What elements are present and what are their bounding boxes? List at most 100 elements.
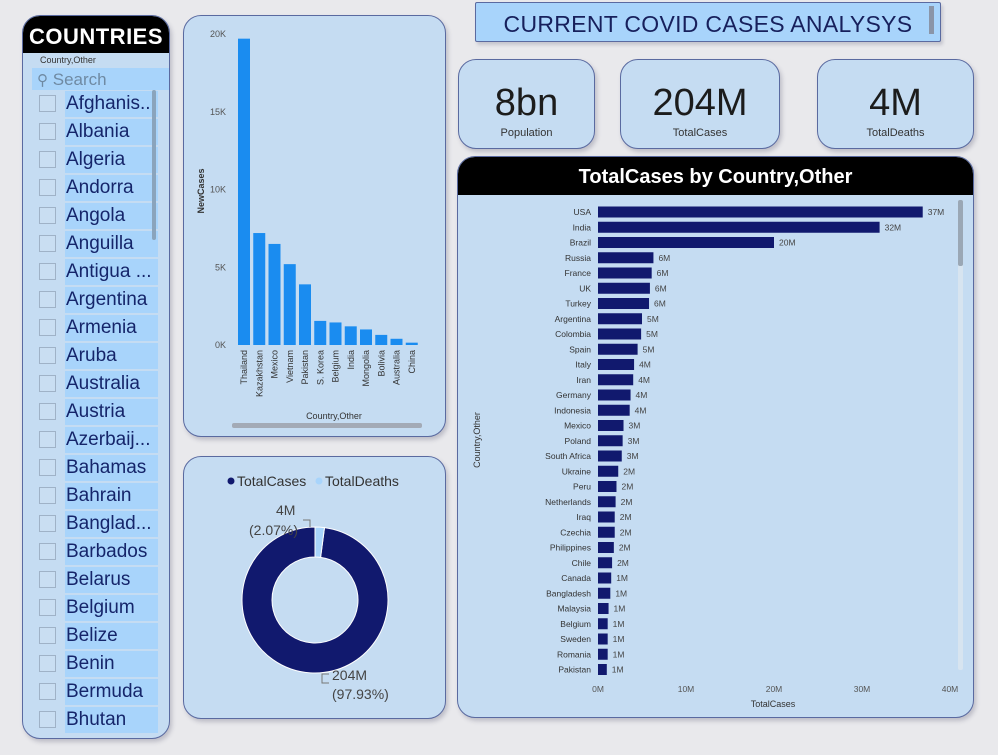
totalcases-bar[interactable] bbox=[598, 420, 624, 431]
newcases-bar[interactable] bbox=[390, 338, 403, 345]
slicer-checkbox[interactable] bbox=[39, 151, 56, 168]
totalcases-bar[interactable] bbox=[598, 359, 635, 370]
totalcases-bar[interactable] bbox=[598, 404, 630, 416]
slicer-item[interactable]: Bahamas bbox=[23, 455, 169, 481]
slicer-checkbox[interactable] bbox=[39, 347, 56, 364]
slicer-checkbox[interactable] bbox=[39, 655, 56, 672]
totalcases-bar[interactable] bbox=[598, 572, 612, 584]
slicer-checkbox[interactable] bbox=[39, 319, 56, 336]
slicer-checkbox[interactable] bbox=[39, 403, 56, 420]
newcases-bar[interactable] bbox=[253, 233, 266, 345]
legend-label[interactable]: TotalDeaths bbox=[325, 473, 399, 489]
totalcases-bar[interactable] bbox=[598, 252, 654, 264]
newcases-chart-panel[interactable]: 0K 5K 10K 15K 20K NewCases Thailand Kazakhstan M… bbox=[183, 15, 446, 437]
newcases-bar[interactable] bbox=[299, 284, 311, 345]
slicer-checkbox[interactable] bbox=[39, 711, 56, 728]
newcases-bar[interactable] bbox=[360, 329, 372, 345]
totalcases-scroll-track[interactable] bbox=[958, 200, 963, 670]
newcases-bar[interactable] bbox=[268, 243, 281, 345]
slicer-checkbox[interactable] bbox=[39, 683, 56, 700]
totalcases-bar[interactable] bbox=[598, 298, 650, 309]
totalcases-bar[interactable] bbox=[598, 587, 611, 599]
totalcases-bar[interactable] bbox=[598, 374, 634, 386]
totalcases-bar[interactable] bbox=[598, 664, 607, 675]
totalcases-card[interactable]: 204M TotalCases bbox=[620, 59, 780, 149]
slicer-item[interactable]: Aruba bbox=[23, 343, 169, 369]
totalcases-bar[interactable] bbox=[598, 450, 622, 462]
totaldeaths-slice[interactable] bbox=[314, 526, 326, 558]
totalcases-scroll-thumb[interactable] bbox=[958, 200, 963, 266]
slicer-item[interactable]: Australia bbox=[23, 371, 169, 397]
slicer-checkbox[interactable] bbox=[39, 123, 56, 140]
totalcases-bar[interactable] bbox=[598, 465, 619, 477]
slicer-scrollbar[interactable] bbox=[152, 90, 156, 240]
slicer-checkbox[interactable] bbox=[39, 543, 56, 560]
slicer-item[interactable]: Austria bbox=[23, 399, 169, 425]
slicer-item[interactable]: Barbados bbox=[23, 539, 169, 565]
totalcases-bar[interactable] bbox=[598, 221, 880, 233]
totalcases-bar[interactable] bbox=[598, 237, 774, 248]
totalcases-bar[interactable] bbox=[598, 313, 642, 325]
slicer-checkbox[interactable] bbox=[39, 571, 56, 588]
slicer-item[interactable]: Belize bbox=[23, 623, 169, 649]
slicer-checkbox[interactable] bbox=[39, 95, 56, 112]
newcases-hscrollbar[interactable] bbox=[232, 423, 422, 428]
slicer-checkbox[interactable] bbox=[39, 627, 56, 644]
slicer-item[interactable]: Belgium bbox=[23, 595, 169, 621]
population-card[interactable]: 8bn Population bbox=[458, 59, 595, 149]
slicer-search-input[interactable]: ⚲ Search bbox=[32, 68, 169, 90]
donut-chart-panel[interactable]: TotalCases TotalDeaths 4M (2.07%) 204M (97.93… bbox=[183, 456, 446, 719]
totalcases-bar[interactable] bbox=[598, 557, 613, 569]
totalcases-bar[interactable] bbox=[598, 618, 608, 630]
slicer-item[interactable]: Afghanis... bbox=[23, 91, 169, 117]
legend-label[interactable]: TotalCases bbox=[237, 473, 306, 489]
totalcases-bar[interactable] bbox=[598, 481, 617, 492]
newcases-bar[interactable] bbox=[405, 342, 418, 345]
slicer-item[interactable]: Benin bbox=[23, 651, 169, 677]
slicer-item[interactable]: Bahrain bbox=[23, 483, 169, 509]
slicer-checkbox[interactable] bbox=[39, 207, 56, 224]
slicer-checkbox[interactable] bbox=[39, 431, 56, 448]
totalcases-bar[interactable] bbox=[598, 435, 623, 447]
newcases-bar[interactable] bbox=[344, 326, 357, 345]
totalcases-chart-panel[interactable]: TotalCases by Country,Other USA 37M India 3… bbox=[457, 156, 974, 718]
slicer-item[interactable]: Algeria bbox=[23, 147, 169, 173]
totalcases-bar[interactable] bbox=[598, 526, 615, 538]
slicer-item[interactable]: Azerbaij... bbox=[23, 427, 169, 453]
newcases-bar[interactable] bbox=[375, 334, 388, 345]
totalcases-bar[interactable] bbox=[598, 267, 652, 279]
slicer-item[interactable]: Angola bbox=[23, 203, 169, 229]
slicer-item[interactable]: Armenia bbox=[23, 315, 169, 341]
totalcases-bar[interactable] bbox=[598, 343, 638, 355]
totalcases-bar[interactable] bbox=[598, 282, 650, 294]
slicer-item[interactable]: Bermuda bbox=[23, 679, 169, 705]
totalcases-bar[interactable] bbox=[598, 648, 608, 660]
newcases-bar[interactable] bbox=[283, 264, 296, 345]
slicer-item[interactable]: Albania bbox=[23, 119, 169, 145]
newcases-bar[interactable] bbox=[329, 322, 342, 345]
newcases-bar[interactable] bbox=[238, 38, 250, 345]
slicer-item[interactable]: Bhutan bbox=[23, 707, 169, 733]
totalcases-bar[interactable] bbox=[598, 542, 614, 553]
slicer-item[interactable]: Banglad... bbox=[23, 511, 169, 537]
totalcases-bar[interactable] bbox=[598, 511, 615, 523]
slicer-item[interactable]: Belarus bbox=[23, 567, 169, 593]
totalcases-slice[interactable] bbox=[241, 526, 389, 674]
slicer-checkbox[interactable] bbox=[39, 459, 56, 476]
slicer-checkbox[interactable] bbox=[39, 599, 56, 616]
totalcases-bar[interactable] bbox=[598, 603, 609, 614]
totalcases-bar[interactable] bbox=[598, 328, 642, 340]
totalcases-bar[interactable] bbox=[598, 496, 616, 508]
totaldeaths-card[interactable]: 4M TotalDeaths bbox=[817, 59, 974, 149]
slicer-checkbox[interactable] bbox=[39, 515, 56, 532]
slicer-item[interactable]: Antigua ... bbox=[23, 259, 169, 285]
totalcases-bar[interactable] bbox=[598, 206, 923, 218]
totalcases-bar[interactable] bbox=[598, 389, 631, 401]
slicer-item[interactable]: Anguilla bbox=[23, 231, 169, 257]
slicer-checkbox[interactable] bbox=[39, 263, 56, 280]
slicer-checkbox[interactable] bbox=[39, 487, 56, 504]
slicer-checkbox[interactable] bbox=[39, 179, 56, 196]
totalcases-bar[interactable] bbox=[598, 633, 608, 645]
newcases-bar[interactable] bbox=[314, 320, 327, 345]
slicer-checkbox[interactable] bbox=[39, 235, 56, 252]
